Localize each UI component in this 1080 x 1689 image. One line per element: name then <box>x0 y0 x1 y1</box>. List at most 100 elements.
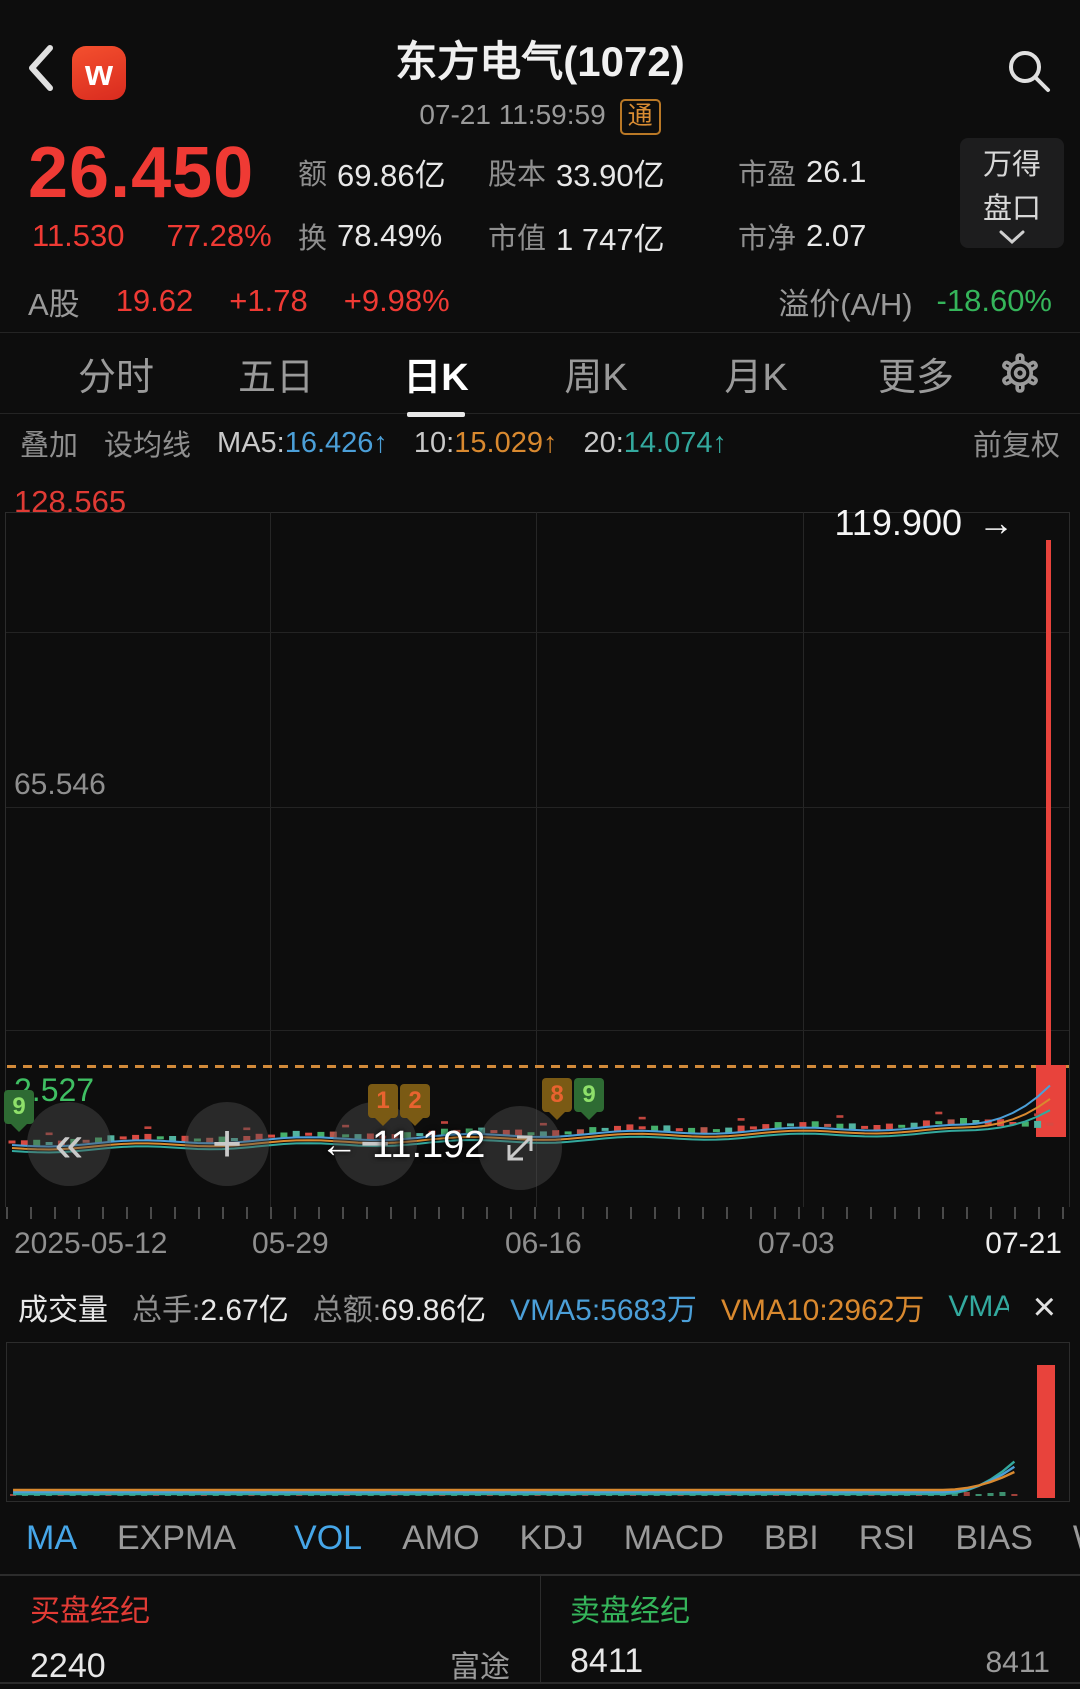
stat-pb: 市净 2.07 <box>738 204 918 268</box>
indicator-tab-amo[interactable]: AMO <box>402 1518 480 1557</box>
search-button[interactable] <box>1004 46 1054 96</box>
grid-hline <box>6 807 1069 808</box>
x-axis-ticks <box>6 1207 1070 1219</box>
total-amount-group: 总额:69.86亿 <box>313 1285 486 1329</box>
premium-value: -18.60% <box>936 283 1052 318</box>
buy-broker-panel: 买盘经纪 2240 富途 <box>0 1576 540 1686</box>
right-arrow-icon: → <box>978 502 1014 543</box>
price-change-pct: 77.28% <box>166 218 272 253</box>
x-label-2: 06-16 <box>505 1227 582 1260</box>
stat-label: 股本 <box>488 159 547 191</box>
indicator-tab-macd[interactable]: MACD <box>623 1518 724 1557</box>
buy-broker-row[interactable]: 2240 富途 <box>30 1642 510 1686</box>
event-pin-1[interactable]: 1 <box>368 1084 398 1118</box>
buy-broker-name: 富途 <box>450 1651 510 1684</box>
stat-amount: 额 69.86亿 <box>298 140 488 204</box>
ma20-group: 20:14.074↑ <box>583 427 727 460</box>
stat-shares: 股本 33.90亿 <box>488 140 738 204</box>
total-lots-group: 总手:2.67亿 <box>132 1285 289 1329</box>
vma10-value: VMA10:2962万 <box>720 1294 925 1327</box>
quote-stats: 额 69.86亿 股本 33.90亿 市盈 26.1 换 78.49% 市值 1 747亿… <box>298 140 918 268</box>
vma20-value-truncated: VMA20:1 <box>948 1290 1009 1323</box>
tab-more[interactable]: 更多 <box>877 356 954 399</box>
x-label-0: 2025-05-12 <box>14 1227 168 1260</box>
plus-icon: + <box>211 1115 243 1173</box>
reference-price-tag: ← 11.192 <box>320 1124 485 1167</box>
rewind-button[interactable]: « <box>27 1102 111 1186</box>
x-label-4: 07-21 <box>985 1227 1062 1260</box>
indicator-tab-bbi[interactable]: BBI <box>763 1518 819 1557</box>
indicator-tab-kdj[interactable]: KDJ <box>519 1518 584 1557</box>
expand-chart-button[interactable] <box>478 1106 562 1190</box>
header: w 东方电气(1072) 07-21 11:59:59 通 <box>0 0 1080 135</box>
y-axis-max-label: 128.565 <box>14 484 127 519</box>
ma20-value: 14.074↑ <box>623 426 727 459</box>
chart-settings-button[interactable] <box>996 349 1044 397</box>
ma10-value: 15.029↑ <box>454 426 558 459</box>
title-block: 东方电气(1072) 07-21 11:59:59 通 <box>0 28 1080 135</box>
ma5-group: MA5:16.426↑ <box>217 427 388 460</box>
gear-icon <box>1002 353 1038 393</box>
chevron-down-icon <box>999 230 1025 245</box>
volume-title: 成交量 <box>18 1294 108 1327</box>
tab-5day[interactable]: 五日 <box>237 356 314 399</box>
total-lots-value: 2.67亿 <box>200 1294 289 1327</box>
latest-price-annotation: 119.900 → <box>835 502 1014 544</box>
sell-broker-row[interactable]: 8411 8411 <box>570 1642 1050 1681</box>
premium-label: 溢价(A/H) <box>778 286 913 322</box>
event-pin-8[interactable]: 8 <box>542 1078 572 1112</box>
latest-price-value: 119.900 <box>834 502 962 543</box>
tab-daily-k[interactable]: 日K <box>356 346 516 401</box>
tab-weekly-k[interactable]: 周K <box>564 356 628 399</box>
ma20-label: 20: <box>583 426 624 459</box>
indicator-tab-expma[interactable]: EXPMA <box>117 1518 237 1557</box>
event-pin-9-left[interactable]: 9 <box>4 1090 34 1124</box>
tab-minute[interactable]: 分时 <box>77 356 154 399</box>
ma10-group: 10:15.029↑ <box>414 427 558 460</box>
wind-order-book-label-1: 万得 <box>982 149 1041 181</box>
volume-header: 成交量 总手:2.67亿 总额:69.86亿 VMA5:5683万 VMA10:… <box>0 1272 1080 1342</box>
ma10-label: 10: <box>413 426 455 459</box>
indicator-tab-bias[interactable]: BIAS <box>955 1518 1033 1557</box>
event-pin-2[interactable]: 2 <box>400 1084 430 1118</box>
volume-panel[interactable] <box>6 1342 1070 1502</box>
event-pin-9[interactable]: 9 <box>574 1078 604 1112</box>
candlestick-chart[interactable]: 128.565 65.546 2.527 119.900 → 9 « + − 1… <box>0 472 1080 1207</box>
buy-broker-title: 买盘经纪 <box>30 1595 150 1628</box>
plot-frame <box>5 512 1070 1207</box>
double-chevron-left-icon: « <box>54 1115 84 1173</box>
adjust-mode-button[interactable]: 前复权 <box>972 430 1060 462</box>
price-level-dashed-line <box>7 1065 1069 1068</box>
back-button[interactable] <box>22 40 62 96</box>
close-volume-panel-button[interactable]: × <box>1032 1284 1056 1329</box>
a-share-label: A股 <box>28 286 80 322</box>
wind-order-book-button[interactable]: 万得 盘口 <box>960 138 1064 248</box>
stat-value: 78.49% <box>337 218 443 253</box>
quote-time: 07-21 11:59:59 通 <box>0 99 1080 135</box>
indicator-tab-vol[interactable]: VOL <box>294 1518 363 1557</box>
last-price: 26.450 <box>28 133 255 213</box>
a-share-pct: +9.98% <box>343 283 450 318</box>
indicator-tab-wr[interactable]: W&R <box>1073 1519 1080 1558</box>
volume-bars-and-vma-lines <box>10 1460 1018 1496</box>
stat-value: 69.86亿 <box>337 157 446 193</box>
a-share-row[interactable]: A股 19.62 +1.78 +9.98% 溢价(A/H) -18.60% <box>0 270 1080 333</box>
y-axis-mid-label: 65.546 <box>14 768 106 801</box>
overlay-button[interactable]: 叠加 <box>20 430 79 462</box>
wind-logo[interactable]: w <box>72 46 126 100</box>
indicator-tab-ma[interactable]: MA <box>26 1518 77 1557</box>
grid-vline <box>803 512 804 1207</box>
stat-label: 市净 <box>738 223 797 255</box>
stat-value: 2.07 <box>806 218 867 253</box>
stat-value: 26.1 <box>806 154 867 189</box>
stat-pe: 市盈 26.1 <box>738 140 918 204</box>
minus-icon: − <box>359 1115 391 1173</box>
set-ma-button[interactable]: 设均线 <box>104 430 192 462</box>
latest-volume-bar <box>1037 1365 1055 1498</box>
back-chevron-icon <box>29 45 53 91</box>
tab-monthly-k[interactable]: 月K <box>724 356 788 399</box>
zoom-in-button[interactable]: + <box>185 1102 269 1186</box>
grid-hline <box>6 632 1069 633</box>
indicator-tab-rsi[interactable]: RSI <box>858 1518 916 1557</box>
